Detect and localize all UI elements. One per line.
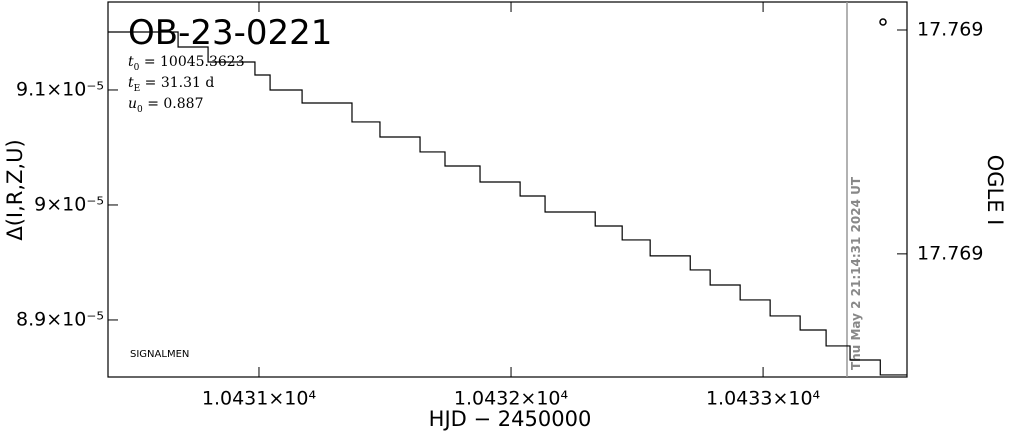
y2-tick-label: 17.769 xyxy=(917,18,983,40)
y2-tick-label: 17.769 xyxy=(917,242,983,264)
y-tick-label: 9.1×10⁻⁵ xyxy=(16,78,104,100)
corner-label: SIGNALMEN xyxy=(130,349,189,360)
parameter-subscript: E xyxy=(134,84,141,94)
parameter-symbol: t xyxy=(128,54,134,70)
y2-axis-label: OGLE I xyxy=(983,155,1007,226)
y-tick-label: 9×10⁻⁵ xyxy=(34,193,104,215)
data-line xyxy=(108,31,907,376)
x-tick-label: 1.0431×10⁴ xyxy=(202,388,317,410)
plot-frame xyxy=(107,1,908,378)
x-axis-label: HJD − 2450000 xyxy=(429,407,592,431)
now-label: Thu May 2 21:14:31 2024 UT xyxy=(849,176,863,370)
marker-symbol xyxy=(879,18,887,26)
parameter-symbol: u xyxy=(128,96,137,112)
y-axis-label: Δ(I,R,Z,U) xyxy=(3,139,27,240)
parameter: tE = 31.31 d xyxy=(128,75,214,94)
parameter-value: = 0.887 xyxy=(143,96,204,112)
parameter-subscript: 0 xyxy=(137,105,143,115)
parameter-symbol: t xyxy=(128,75,134,91)
y-tick-label: 8.9×10⁻⁵ xyxy=(16,308,104,330)
parameter: u0 = 0.887 xyxy=(128,96,203,115)
x-tick-label: 1.0432×10⁴ xyxy=(454,388,569,410)
parameter-value: = 10045.3623 xyxy=(139,54,244,70)
parameter-subscript: 0 xyxy=(134,63,140,73)
parameter: t0 = 10045.3623 xyxy=(128,54,245,73)
chart-title: OB-23-0221 xyxy=(128,13,332,53)
parameter-value: = 31.31 d xyxy=(140,75,214,91)
x-tick-label: 1.0433×10⁴ xyxy=(706,388,821,410)
